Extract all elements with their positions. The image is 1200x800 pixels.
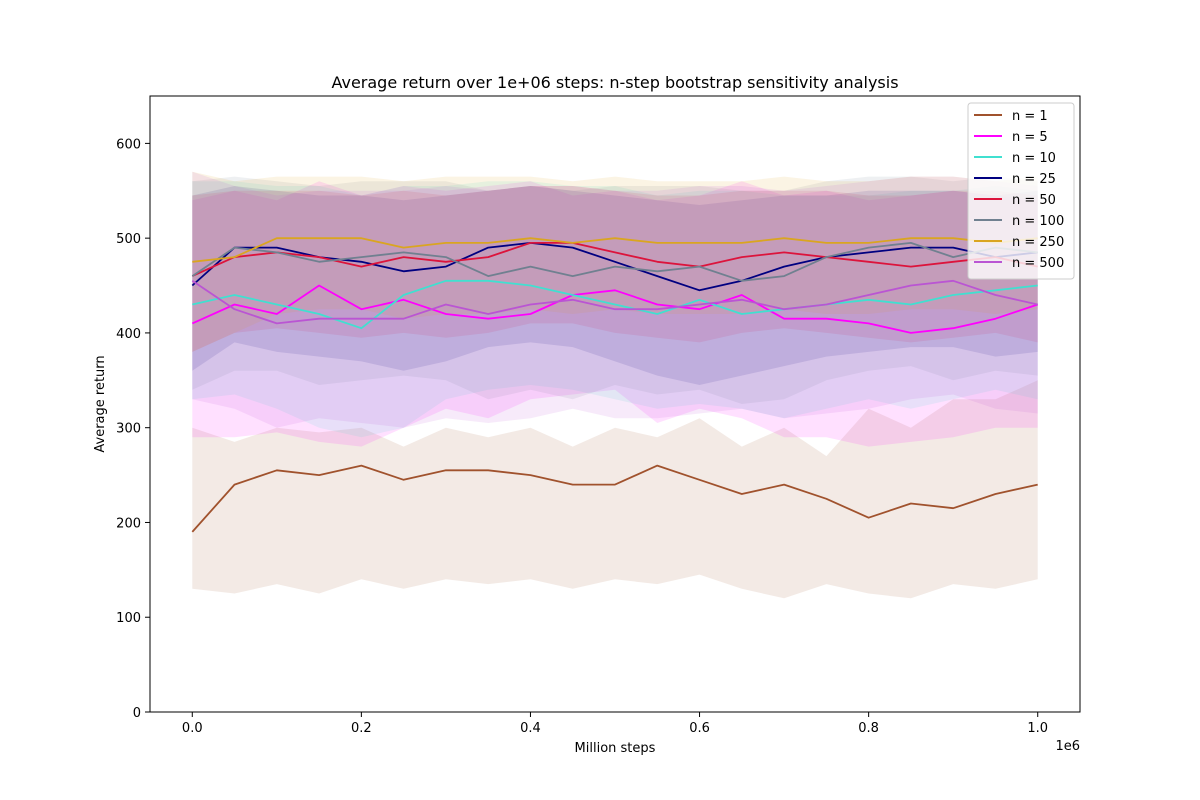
- x-axis-offset-label: 1e6: [1055, 739, 1080, 754]
- y-tick-label: 500: [116, 232, 141, 247]
- band-n-500: [192, 171, 1038, 428]
- line-n-1: [191, 464, 1038, 533]
- band-n-50: [192, 186, 1038, 352]
- x-tick-label: 0.0: [182, 721, 203, 736]
- y-axis-label: Average return: [93, 355, 108, 452]
- band-n-25: [192, 186, 1038, 385]
- legend-label: n = 100: [1012, 214, 1064, 229]
- y-tick-label: 200: [116, 516, 141, 531]
- x-axis-label: Million steps: [575, 741, 656, 756]
- y-tick-label: 300: [116, 422, 141, 437]
- x-tick-label: 1.0: [1027, 721, 1048, 736]
- line-n-25: [191, 241, 1038, 292]
- series-lines: [191, 237, 1038, 533]
- legend-label: n = 25: [1012, 172, 1056, 187]
- legend-label: n = 1: [1012, 109, 1048, 124]
- legend-box: [967, 102, 1075, 280]
- y-tick-label: 400: [116, 327, 141, 342]
- x-axis: 0.0 0.2 0.4 0.6 0.8 1.0: [182, 712, 1048, 736]
- line-n-500: [191, 279, 1038, 325]
- x-tick-label: 0.4: [520, 721, 541, 736]
- y-tick-label: 600: [116, 137, 141, 152]
- x-tick-label: 0.6: [689, 721, 710, 736]
- legend-label: n = 10: [1012, 151, 1056, 166]
- line-n-5: [191, 284, 1038, 334]
- chart-title: Average return over 1e+06 steps: n-step …: [331, 73, 898, 92]
- legend: n = 1 n = 5 n = 10 n = 25 n = 50 n = 100 n = 2…: [967, 102, 1075, 280]
- legend-label: n = 5: [1012, 130, 1048, 145]
- x-tick-label: 0.2: [351, 721, 372, 736]
- line-n-100: [191, 241, 1038, 282]
- confidence-bands: [192, 171, 1038, 599]
- line-n-250: [192, 237, 1038, 263]
- band-n-1: [192, 380, 1038, 599]
- y-tick-label: 0: [133, 706, 141, 721]
- y-tick-label: 100: [116, 611, 141, 626]
- plot-frame: [149, 95, 1081, 713]
- legend-label: n = 500: [1012, 256, 1064, 271]
- legend-label: n = 50: [1012, 193, 1056, 208]
- legend-label: n = 250: [1012, 235, 1064, 250]
- x-tick-label: 0.8: [858, 721, 879, 736]
- y-axis: 0 100 200 300 400 500 600: [116, 137, 150, 721]
